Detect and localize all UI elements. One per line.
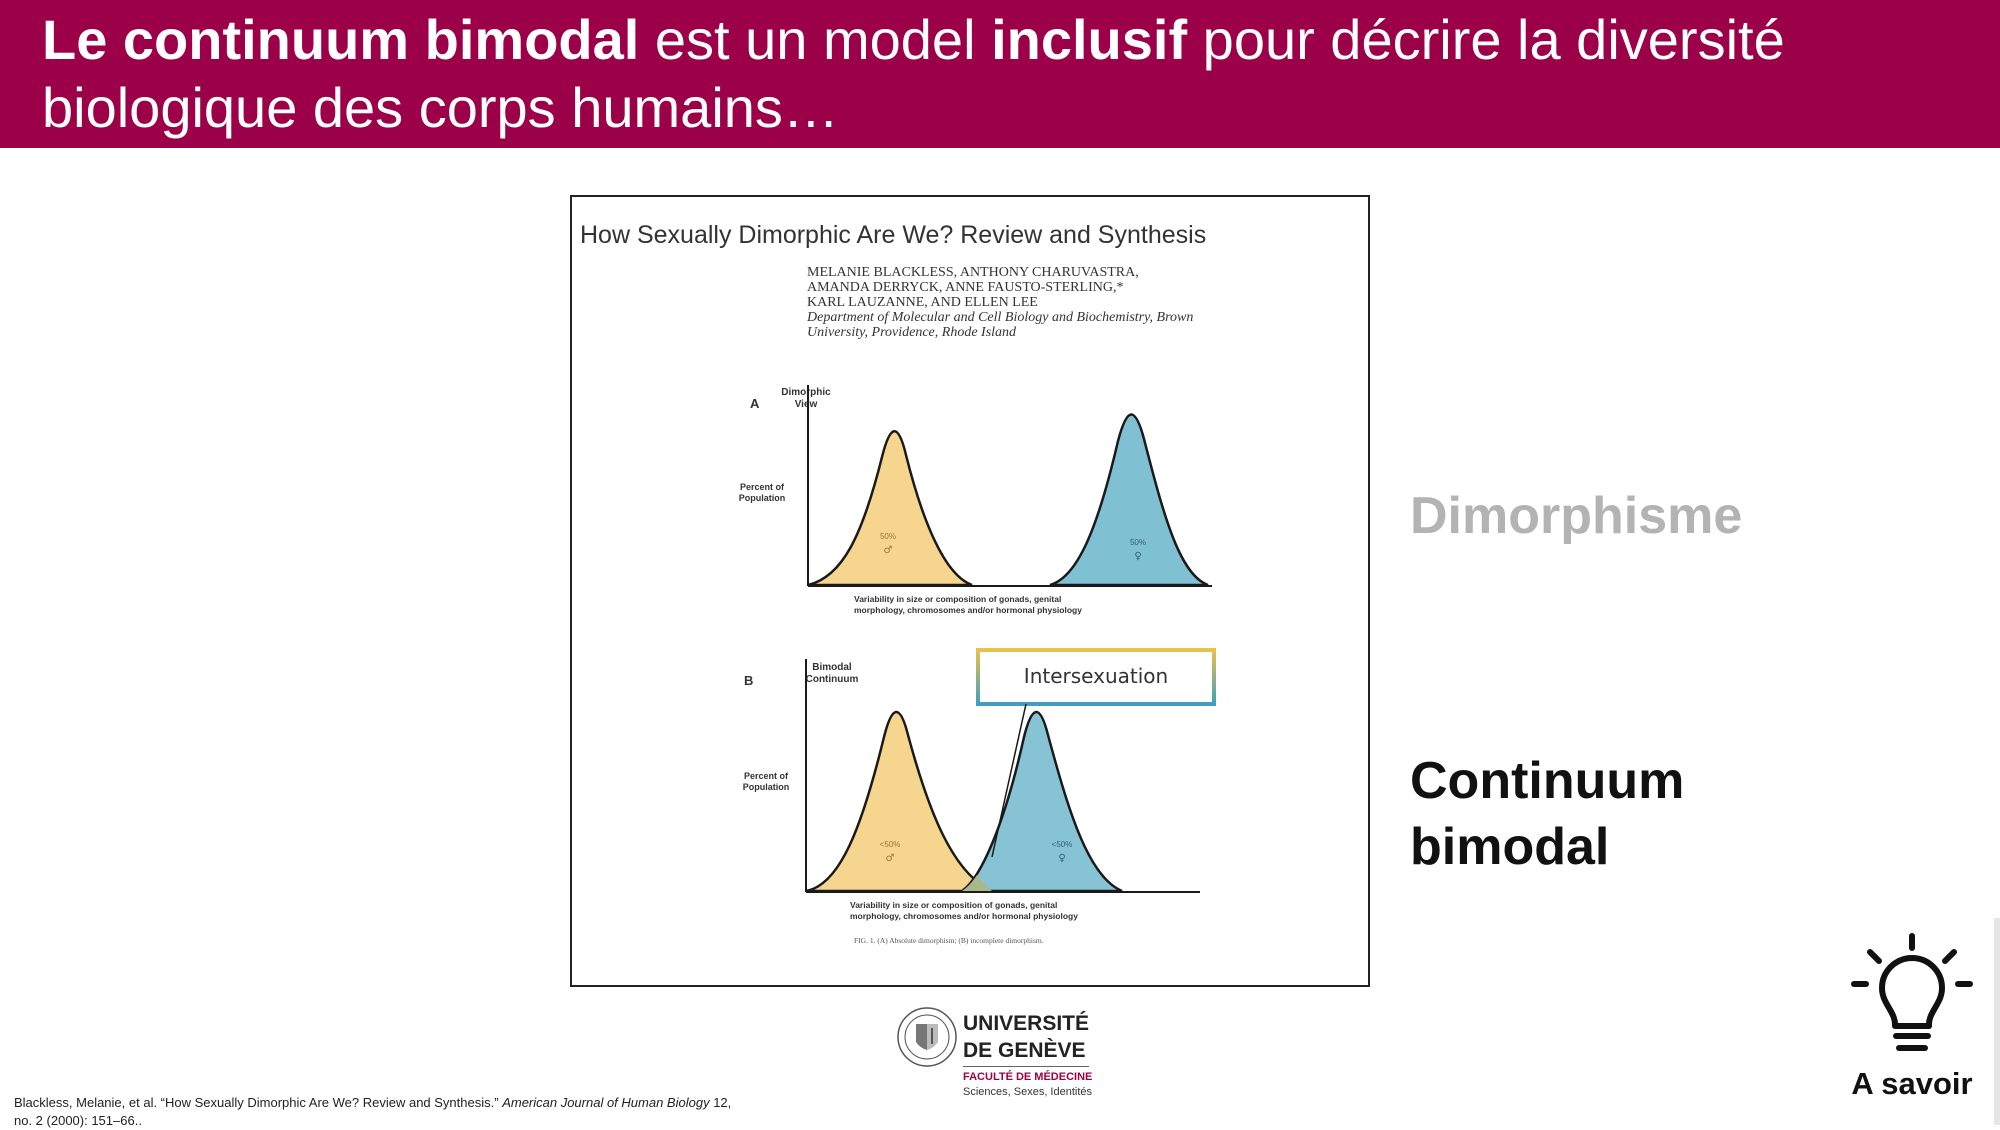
panel-b-right-pct: <50%: [1052, 840, 1073, 849]
panel-b-letter: B: [744, 673, 753, 688]
title-text-1: est un model: [639, 8, 992, 71]
title-bold-1: Le continuum bimodal: [42, 8, 640, 71]
title-text-2: pour décrire la diversité biologique des…: [42, 8, 1785, 139]
panel-a-letter: A: [750, 396, 760, 411]
continuum-bimodal-label: Continuum bimodal: [1410, 748, 1684, 880]
panel-a-ylabel-1: Percent of: [740, 482, 785, 492]
university-name-1: UNIVERSITÉ: [963, 1012, 1090, 1035]
university-name-2: DE GENÈVE: [963, 1039, 1086, 1062]
university-seal-icon: [897, 1007, 957, 1067]
dimorphisme-label: Dimorphisme: [1410, 487, 1743, 545]
faculty-subtitle: Sciences, Sexes, Identités: [963, 1086, 1093, 1098]
figure-caption: FIG. 1. (A) Absolute dimorphism; (B) inc…: [854, 936, 1044, 945]
intersexuation-callout: [976, 648, 1216, 706]
overlap-region: [962, 875, 992, 891]
panel-b-xlabel-1: Variability in size or composition of go…: [850, 900, 1057, 910]
a-savoir-badge: A savoir: [1842, 930, 1982, 1110]
panel-a-left-symbol: ♂: [884, 545, 893, 556]
header-bar: Le continuum bimodal est un model inclus…: [0, 0, 2000, 148]
panel-a-right-symbol: ♀: [1134, 551, 1141, 562]
affiliation-line-2: University, Providence, Rhode Island: [807, 325, 1017, 340]
panel-b-label-1: Bimodal: [812, 662, 852, 673]
affiliation-line-1: Department of Molecular and Cell Biology…: [807, 310, 1194, 325]
panel-b-left-pct: <50%: [880, 840, 901, 849]
citation: Blackless, Melanie, et al. “How Sexually…: [14, 1094, 734, 1130]
panel-b-right-symbol: ♀: [1058, 853, 1065, 864]
callout-pointer: [991, 703, 1027, 858]
panel-a-female-curve: [1049, 413, 1209, 587]
a-savoir-label: A savoir: [1851, 1066, 1973, 1101]
authors-line-3: KARL LAUZANNE, AND ELLEN LEE: [807, 295, 1038, 310]
paper-title: How Sexually Dimorphic Are We? Review an…: [580, 221, 1207, 249]
panel-a-male-curve: [807, 430, 973, 587]
citation-details: 12, no. 2 (2000): 151–66..: [14, 1095, 732, 1128]
paper-authors: MELANIE BLACKLESS, ANTHONY CHARUVASTRA, …: [807, 265, 1193, 340]
slide-title: Le continuum bimodal est un model inclus…: [42, 6, 1942, 142]
panel-b-ylabel-2: Population: [743, 782, 790, 792]
title-bold-2: inclusif: [991, 8, 1188, 71]
panel-a-label-1: Dimorphic: [781, 387, 831, 398]
panel-b-female-curve: [957, 710, 1123, 893]
lightbulb-icon: [1851, 933, 1973, 1051]
panel-b-xlabel-2: morphology, chromosomes and/or hormonal …: [850, 911, 1078, 921]
faculty-name: FACULTÉ DE MÉDECINE: [963, 1071, 1093, 1083]
continuum-line-2: bimodal: [1410, 818, 1610, 876]
logo-divider: [963, 1066, 1089, 1067]
panel-a-right-pct: 50%: [1130, 538, 1146, 547]
continuum-line-1: Continuum: [1410, 752, 1685, 810]
panel-b-male-curve: [805, 710, 993, 893]
intersexuation-label: Intersexuation: [1024, 664, 1168, 688]
panel-a-ylabel-2: Population: [739, 493, 786, 503]
panel-a-xlabel-2: morphology, chromosomes and/or hormonal …: [854, 605, 1082, 615]
citation-text: Blackless, Melanie, et al. “How Sexually…: [14, 1095, 503, 1110]
panel-b-label-2: Continuum: [806, 674, 859, 685]
unige-logo: UNIVERSITÉ DE GENÈVE FACULTÉ DE MÉDECINE…: [896, 1004, 1106, 1104]
panel-b-left-symbol: ♂: [886, 853, 895, 864]
authors-line-1: MELANIE BLACKLESS, ANTHONY CHARUVASTRA,: [807, 265, 1139, 280]
citation-journal: American Journal of Human Biology: [502, 1095, 710, 1110]
paper-figure: How Sexually Dimorphic Are We? Review an…: [570, 195, 1370, 987]
panel-a-xlabel-1: Variability in size or composition of go…: [854, 594, 1061, 604]
right-edge-strip: [1994, 918, 2000, 1125]
distribution-diagram: A Dimorphic View Percent of Population 5…: [739, 385, 1216, 945]
panel-a-label-2: View: [795, 399, 818, 410]
panel-a-left-pct: 50%: [880, 532, 896, 541]
authors-line-2: AMANDA DERRYCK, ANNE FAUSTO-STERLING,*: [807, 280, 1124, 295]
panel-b-ylabel-1: Percent of: [744, 771, 789, 781]
